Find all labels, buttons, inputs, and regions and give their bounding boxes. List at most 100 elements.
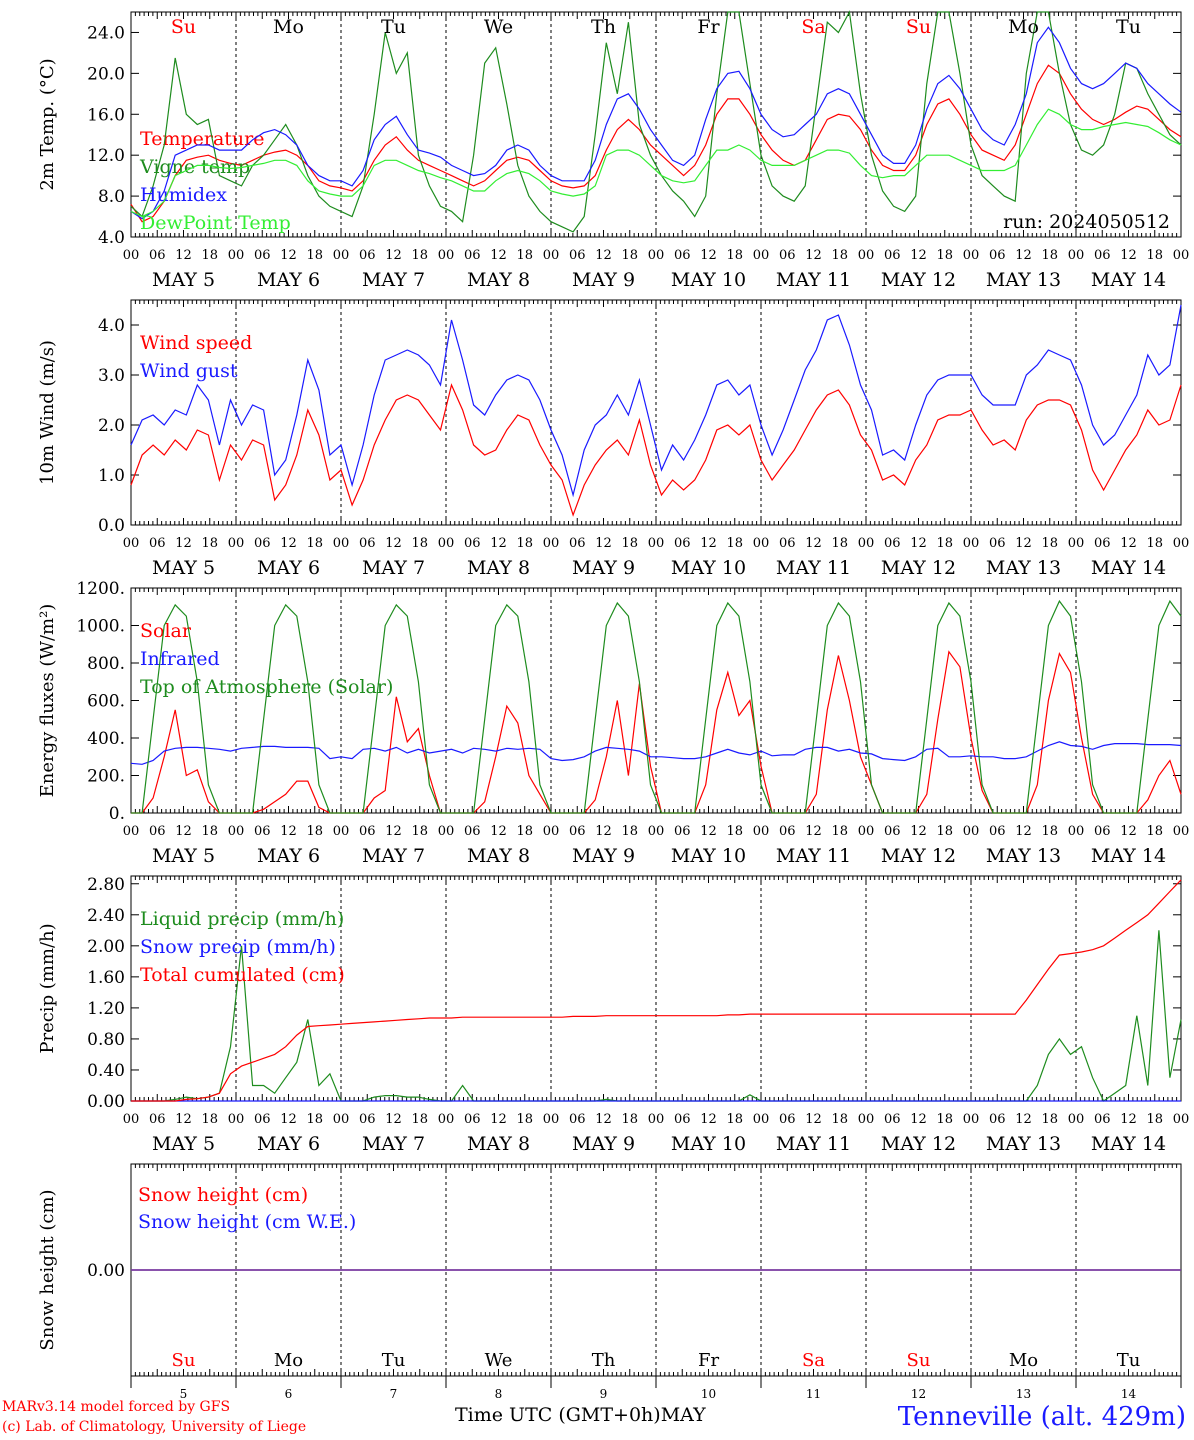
weekday-label: Sa — [801, 16, 825, 38]
hour-tick-label: 00 — [438, 824, 455, 839]
weekday-label: Fr — [697, 16, 720, 38]
date-label: MAY 13 — [986, 557, 1061, 579]
date-label: MAY 14 — [1091, 845, 1166, 867]
hour-tick-label: 06 — [674, 824, 691, 839]
date-label: MAY 11 — [776, 1133, 851, 1155]
y-tick-label: 4.0 — [98, 316, 125, 336]
hour-tick-label: 00 — [963, 824, 980, 839]
hour-tick-label: 18 — [831, 1112, 848, 1127]
hour-tick-label: 00 — [543, 824, 560, 839]
legend-snow-height-cm-: Snow height (cm) — [138, 1184, 308, 1206]
weekday-label: We — [484, 16, 513, 38]
weekday-label: Mo — [1008, 16, 1039, 38]
hour-tick-label: 18 — [306, 536, 323, 551]
date-label: MAY 10 — [671, 845, 746, 867]
legend-temperature: Temperature — [140, 128, 264, 150]
hour-tick-label: 06 — [149, 1112, 166, 1127]
date-label: MAY 6 — [257, 557, 320, 579]
hour-tick-label: 18 — [1041, 824, 1058, 839]
hour-tick-label: 06 — [569, 536, 586, 551]
hour-tick-label: 00 — [438, 248, 455, 263]
legend-wind-gust: Wind gust — [140, 360, 238, 382]
hour-tick-label: 12 — [805, 824, 822, 839]
hour-tick-label: 18 — [936, 824, 953, 839]
hour-tick-label: 00 — [228, 824, 245, 839]
y-tick-label: 0.00 — [87, 1092, 125, 1112]
hour-tick-label: 18 — [201, 536, 218, 551]
hour-tick-label: 18 — [306, 248, 323, 263]
hour-tick-label: 06 — [254, 536, 271, 551]
hour-tick-label: 12 — [910, 824, 927, 839]
hour-tick-label: 18 — [1041, 1112, 1058, 1127]
legend-snow-height-cm-w-e-: Snow height (cm W.E.) — [138, 1211, 356, 1233]
date-label: MAY 5 — [152, 845, 215, 867]
date-label: MAY 8 — [467, 1133, 530, 1155]
hour-tick-label: 18 — [306, 1112, 323, 1127]
hour-tick-label: 00 — [228, 536, 245, 551]
hour-tick-label: 18 — [726, 1112, 743, 1127]
hour-tick-label: 06 — [149, 536, 166, 551]
bottom-weekday-label: Su — [907, 1350, 931, 1371]
hour-tick-label: 00 — [123, 824, 140, 839]
weekday-label: Tu — [1116, 16, 1141, 38]
day-number-label: 12 — [911, 1387, 926, 1401]
date-label: MAY 12 — [881, 557, 956, 579]
series-line-total-cumulated-cm- — [131, 879, 1182, 1102]
hour-tick-label: 12 — [805, 536, 822, 551]
date-label: MAY 6 — [257, 845, 320, 867]
hour-tick-label: 12 — [280, 824, 297, 839]
hour-tick-label: 18 — [726, 248, 743, 263]
hour-tick-label: 00 — [543, 248, 560, 263]
hour-tick-label: 06 — [464, 824, 481, 839]
station-title: Tenneville (alt. 429m) — [897, 1402, 1186, 1432]
hour-tick-label: 06 — [1094, 824, 1111, 839]
hour-tick-label: 00 — [648, 824, 665, 839]
y-tick-label: 12.0 — [87, 146, 125, 166]
hour-tick-label: 00 — [648, 248, 665, 263]
hour-tick-label: 00 — [648, 536, 665, 551]
y-tick-label: 1.60 — [87, 968, 125, 988]
day-number-label: 6 — [285, 1387, 293, 1401]
y-tick-label: 2.80 — [87, 875, 125, 895]
hour-tick-label: 00 — [858, 536, 875, 551]
hour-tick-label: 00 — [333, 248, 350, 263]
hour-tick-label: 18 — [726, 536, 743, 551]
hour-tick-label: 18 — [1146, 824, 1163, 839]
hour-tick-label: 12 — [280, 536, 297, 551]
hour-tick-label: 18 — [201, 824, 218, 839]
weekday-label: Su — [906, 16, 931, 38]
hour-tick-label: 06 — [359, 1112, 376, 1127]
y-tick-label: 24.0 — [87, 23, 125, 43]
y-axis-title: Energy fluxes (W/m²) — [37, 604, 58, 798]
run-label: run: 2024050512 — [1003, 211, 1170, 233]
weekday-label: Th — [591, 16, 616, 38]
day-number-label: 10 — [701, 1387, 716, 1401]
date-label: MAY 14 — [1091, 1133, 1166, 1155]
hour-tick-label: 06 — [149, 824, 166, 839]
hour-tick-label: 00 — [543, 536, 560, 551]
hour-tick-label: 12 — [910, 536, 927, 551]
y-tick-label: 20.0 — [87, 64, 125, 84]
panel-2-frame — [130, 299, 1182, 526]
hour-tick-label: 00 — [1068, 824, 1085, 839]
hour-tick-label: 18 — [516, 824, 533, 839]
hour-tick-label: 18 — [1041, 536, 1058, 551]
hour-tick-label: 06 — [149, 248, 166, 263]
hour-tick-label: 12 — [490, 248, 507, 263]
day-number-label: 14 — [1121, 1387, 1137, 1401]
date-label: MAY 13 — [986, 845, 1061, 867]
hour-tick-label: 12 — [175, 1112, 192, 1127]
y-tick-label: 1.0 — [98, 466, 125, 486]
date-label: MAY 7 — [362, 1133, 425, 1155]
y-tick-label: 0.40 — [87, 1061, 125, 1081]
hour-tick-label: 12 — [385, 1112, 402, 1127]
y-tick-label: 8.0 — [98, 187, 125, 207]
bottom-weekday-label: Mo — [274, 1350, 303, 1371]
hour-tick-label: 12 — [595, 1112, 612, 1127]
hour-tick-label: 18 — [516, 536, 533, 551]
hour-tick-label: 00 — [963, 1112, 980, 1127]
hour-tick-label: 00 — [1173, 248, 1190, 263]
hour-tick-label: 00 — [1068, 536, 1085, 551]
hour-tick-label: 06 — [1094, 248, 1111, 263]
hour-tick-label: 18 — [1041, 248, 1058, 263]
